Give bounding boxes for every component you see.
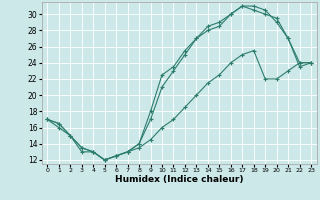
X-axis label: Humidex (Indice chaleur): Humidex (Indice chaleur): [115, 175, 244, 184]
